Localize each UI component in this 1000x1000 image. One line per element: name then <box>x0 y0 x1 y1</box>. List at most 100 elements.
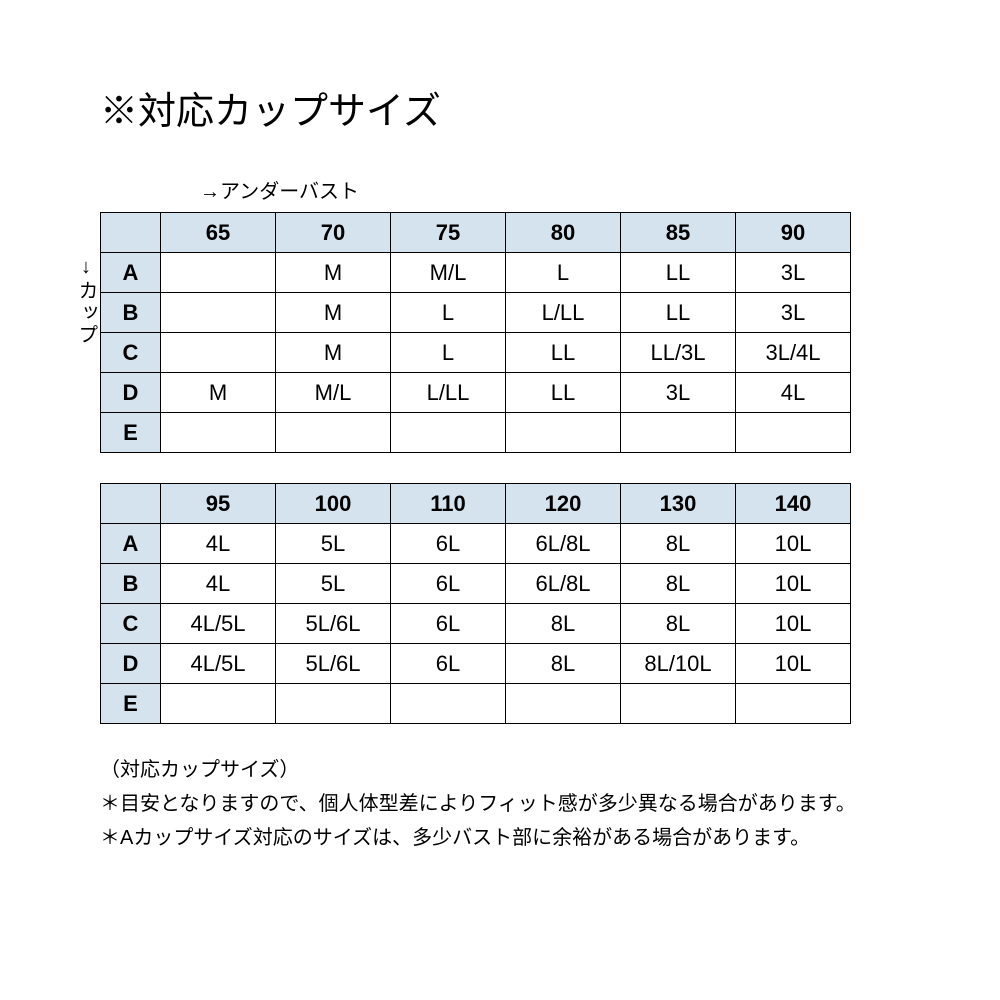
cell: 5L <box>276 564 391 604</box>
cell <box>621 413 736 453</box>
cell <box>276 684 391 724</box>
cell: 6L <box>391 564 506 604</box>
cell: 6L/8L <box>506 524 621 564</box>
table-row: C 4L/5L 5L/6L 6L 8L 8L 10L <box>101 604 851 644</box>
cell: 4L <box>161 564 276 604</box>
cell: 8L <box>506 644 621 684</box>
cell <box>161 293 276 333</box>
table-row: A 4L 5L 6L 6L/8L 8L 10L <box>101 524 851 564</box>
cell: 3L <box>621 373 736 413</box>
col-header: 75 <box>391 213 506 253</box>
cell <box>161 333 276 373</box>
col-header: 90 <box>736 213 851 253</box>
page-title: ※対応カップサイズ <box>100 80 900 135</box>
cell: LL <box>506 373 621 413</box>
note-line: （対応カップサイズ） <box>100 754 900 786</box>
corner-cell <box>101 213 161 253</box>
cell: 4L/5L <box>161 644 276 684</box>
cell: LL <box>621 293 736 333</box>
cell: M <box>161 373 276 413</box>
row-header: E <box>101 413 161 453</box>
cell: 6L <box>391 604 506 644</box>
table-row: E <box>101 684 851 724</box>
table-row: A M M/L L LL 3L <box>101 253 851 293</box>
note-line: ＊Aカップサイズ対応のサイズは、多少バスト部に余裕がある場合があります。 <box>100 822 900 854</box>
cell: 3L/4L <box>736 333 851 373</box>
cell: 3L <box>736 253 851 293</box>
cell: 10L <box>736 564 851 604</box>
cell: M <box>276 293 391 333</box>
row-header: A <box>101 524 161 564</box>
cell: M/L <box>276 373 391 413</box>
table-row: B M L L/LL LL 3L <box>101 293 851 333</box>
cell: 5L <box>276 524 391 564</box>
cup-axis-label: ↓カップ <box>72 256 101 346</box>
cell <box>621 684 736 724</box>
row-header: B <box>101 293 161 333</box>
cell <box>506 413 621 453</box>
cell: 10L <box>736 604 851 644</box>
table-row: D 4L/5L 5L/6L 6L 8L 8L/10L 10L <box>101 644 851 684</box>
cell: 8L <box>506 604 621 644</box>
cell: 8L <box>621 564 736 604</box>
col-header: 80 <box>506 213 621 253</box>
cell: 6L <box>391 644 506 684</box>
cell: L/LL <box>506 293 621 333</box>
cell: 5L/6L <box>276 604 391 644</box>
size-table-1: 65 70 75 80 85 90 A M M/L L LL 3L B M L <box>100 212 851 453</box>
col-header: 120 <box>506 484 621 524</box>
col-header: 140 <box>736 484 851 524</box>
cell: L <box>506 253 621 293</box>
cell <box>736 413 851 453</box>
row-header: D <box>101 644 161 684</box>
table-row: B 4L 5L 6L 6L/8L 8L 10L <box>101 564 851 604</box>
cell: 6L/8L <box>506 564 621 604</box>
cell: 6L <box>391 524 506 564</box>
row-header: E <box>101 684 161 724</box>
corner-cell <box>101 484 161 524</box>
cell: LL <box>506 333 621 373</box>
cell: M/L <box>391 253 506 293</box>
size-table-2: 95 100 110 120 130 140 A 4L 5L 6L 6L/8L … <box>100 483 851 724</box>
cell <box>506 684 621 724</box>
row-header: B <box>101 564 161 604</box>
cell: LL <box>621 253 736 293</box>
notes-section: （対応カップサイズ） ＊目安となりますので、個人体型差によりフィット感が多少異な… <box>100 754 900 854</box>
cell <box>736 684 851 724</box>
cell: 4L <box>736 373 851 413</box>
cell <box>161 413 276 453</box>
cell: L/LL <box>391 373 506 413</box>
cell: 8L <box>621 524 736 564</box>
cell <box>276 413 391 453</box>
col-header: 85 <box>621 213 736 253</box>
row-header: D <box>101 373 161 413</box>
cell: L <box>391 293 506 333</box>
cell <box>391 684 506 724</box>
col-header: 95 <box>161 484 276 524</box>
underbust-axis-label: →アンダーバスト <box>200 175 900 204</box>
col-header: 65 <box>161 213 276 253</box>
table-header-row: 95 100 110 120 130 140 <box>101 484 851 524</box>
col-header: 100 <box>276 484 391 524</box>
table-row: E <box>101 413 851 453</box>
cell: M <box>276 333 391 373</box>
cell <box>391 413 506 453</box>
cell: 5L/6L <box>276 644 391 684</box>
cell: 10L <box>736 524 851 564</box>
row-header: A <box>101 253 161 293</box>
table-row: D M M/L L/LL LL 3L 4L <box>101 373 851 413</box>
cell: 8L <box>621 604 736 644</box>
cell: 10L <box>736 644 851 684</box>
table-row: C M L LL LL/3L 3L/4L <box>101 333 851 373</box>
cell: 8L/10L <box>621 644 736 684</box>
col-header: 130 <box>621 484 736 524</box>
cell: M <box>276 253 391 293</box>
note-line: ＊目安となりますので、個人体型差によりフィット感が多少異なる場合があります。 <box>100 788 900 820</box>
cell: 3L <box>736 293 851 333</box>
cell: 4L/5L <box>161 604 276 644</box>
cell <box>161 253 276 293</box>
cell: L <box>391 333 506 373</box>
cell <box>161 684 276 724</box>
cell: 4L <box>161 524 276 564</box>
col-header: 70 <box>276 213 391 253</box>
